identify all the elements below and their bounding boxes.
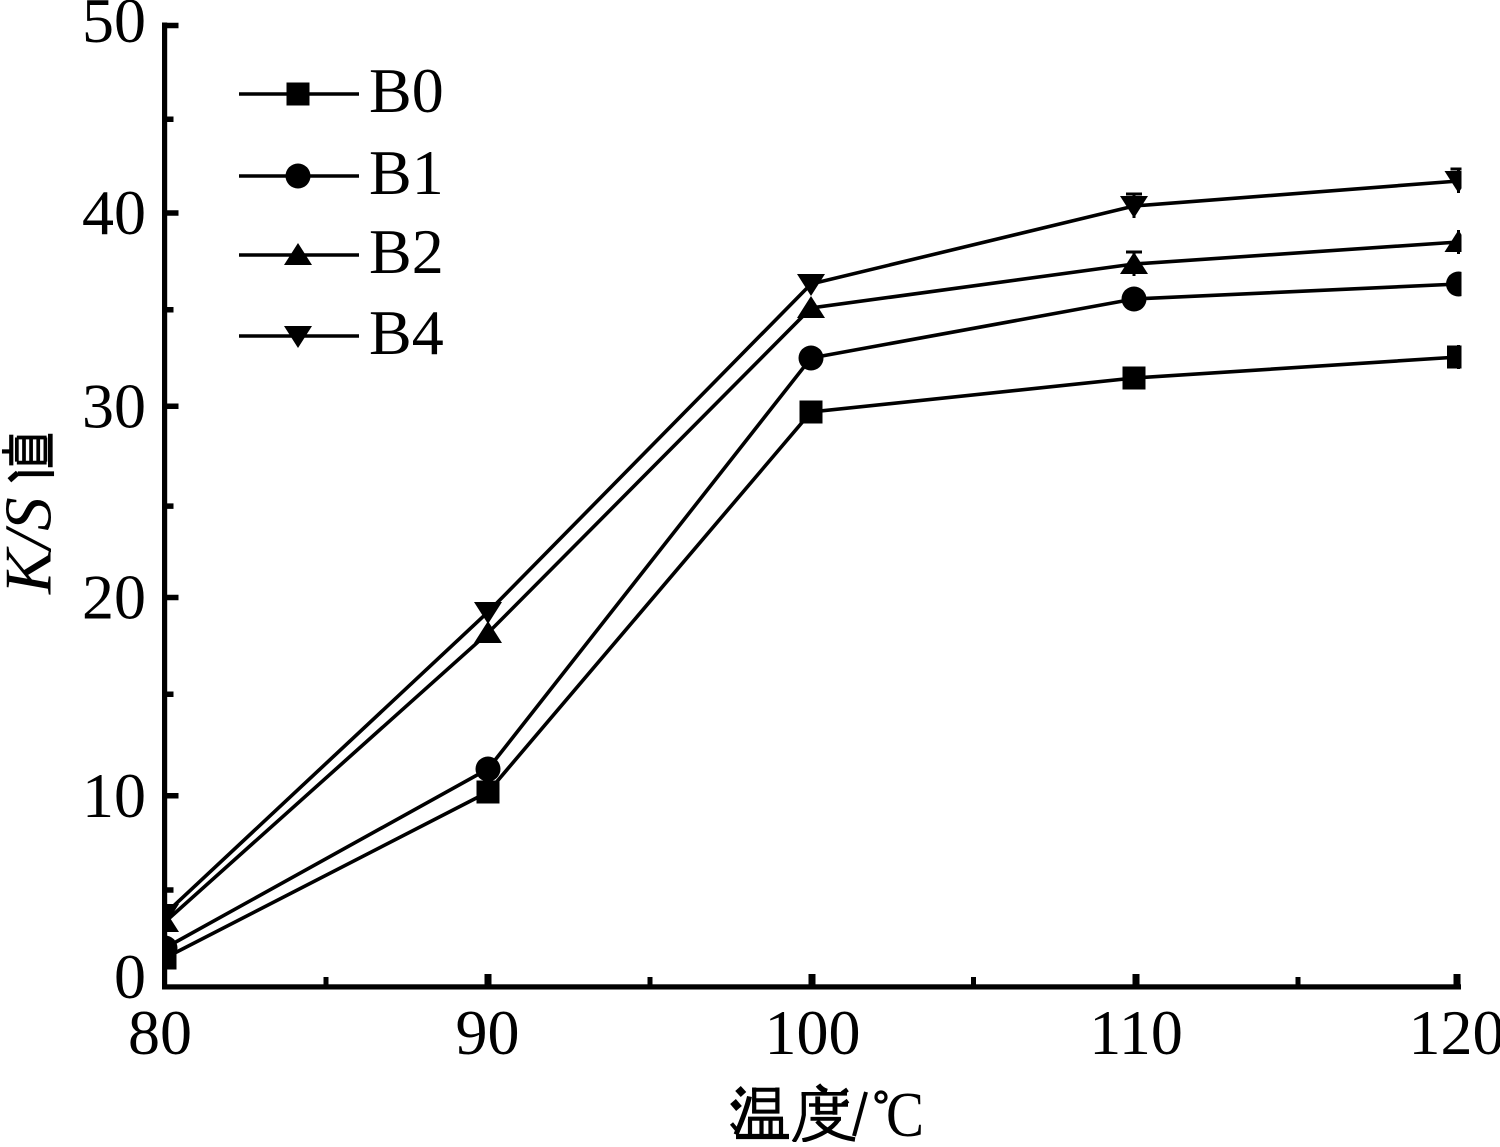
svg-text:20: 20 [82, 562, 146, 633]
svg-text:10: 10 [82, 760, 146, 831]
svg-text:50: 50 [82, 0, 146, 56]
svg-text:30: 30 [82, 370, 146, 441]
svg-text:100: 100 [765, 997, 861, 1068]
svg-text:80: 80 [128, 997, 192, 1068]
svg-text:110: 110 [1089, 997, 1183, 1068]
svg-text:90: 90 [456, 997, 520, 1068]
svg-text:B0: B0 [369, 55, 444, 126]
svg-text:K/S: K/S [0, 497, 66, 595]
svg-text:B4: B4 [369, 297, 444, 368]
svg-text:120: 120 [1409, 997, 1500, 1068]
svg-text:40: 40 [82, 177, 146, 248]
svg-text:C: C [886, 1079, 924, 1142]
svg-text:B2: B2 [369, 216, 444, 287]
svg-text:B1: B1 [369, 137, 444, 208]
